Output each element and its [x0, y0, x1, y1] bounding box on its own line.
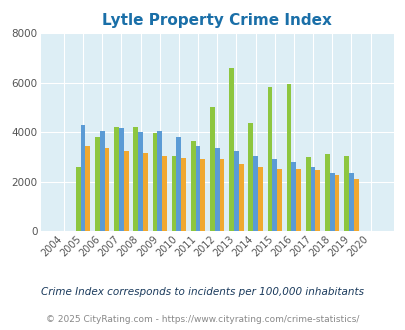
Bar [277, 169, 281, 231]
Bar [119, 128, 124, 231]
Bar [329, 173, 334, 231]
Text: © 2025 CityRating.com - https://www.cityrating.com/crime-statistics/: © 2025 CityRating.com - https://www.city… [46, 315, 359, 324]
Bar [233, 150, 238, 231]
Bar [138, 132, 143, 231]
Bar [85, 146, 90, 231]
Bar [133, 127, 138, 231]
Bar [152, 133, 157, 231]
Bar [229, 68, 233, 231]
Bar [248, 123, 253, 231]
Bar [238, 164, 243, 231]
Bar [162, 155, 166, 231]
Bar [291, 162, 296, 231]
Bar [76, 167, 81, 231]
Bar [100, 131, 104, 231]
Bar [353, 179, 358, 231]
Bar [267, 87, 272, 231]
Bar [310, 167, 315, 231]
Bar [305, 157, 310, 231]
Bar [104, 148, 109, 231]
Bar [348, 173, 353, 231]
Text: Crime Index corresponds to incidents per 100,000 inhabitants: Crime Index corresponds to incidents per… [41, 287, 364, 297]
Bar [343, 155, 348, 231]
Bar [124, 150, 128, 231]
Bar [253, 155, 257, 231]
Bar [95, 137, 100, 231]
Bar [157, 131, 162, 231]
Bar [214, 148, 219, 231]
Bar [143, 153, 147, 231]
Bar [257, 167, 262, 231]
Bar [286, 84, 291, 231]
Bar [190, 141, 195, 231]
Bar [272, 159, 277, 231]
Title: Lytle Property Crime Index: Lytle Property Crime Index [102, 13, 331, 28]
Bar [81, 125, 85, 231]
Bar [219, 159, 224, 231]
Bar [200, 159, 205, 231]
Bar [114, 127, 119, 231]
Bar [176, 137, 181, 231]
Bar [315, 170, 320, 231]
Bar [171, 155, 176, 231]
Bar [334, 175, 339, 231]
Bar [209, 107, 214, 231]
Bar [181, 158, 185, 231]
Bar [296, 169, 301, 231]
Bar [324, 154, 329, 231]
Bar [195, 146, 200, 231]
